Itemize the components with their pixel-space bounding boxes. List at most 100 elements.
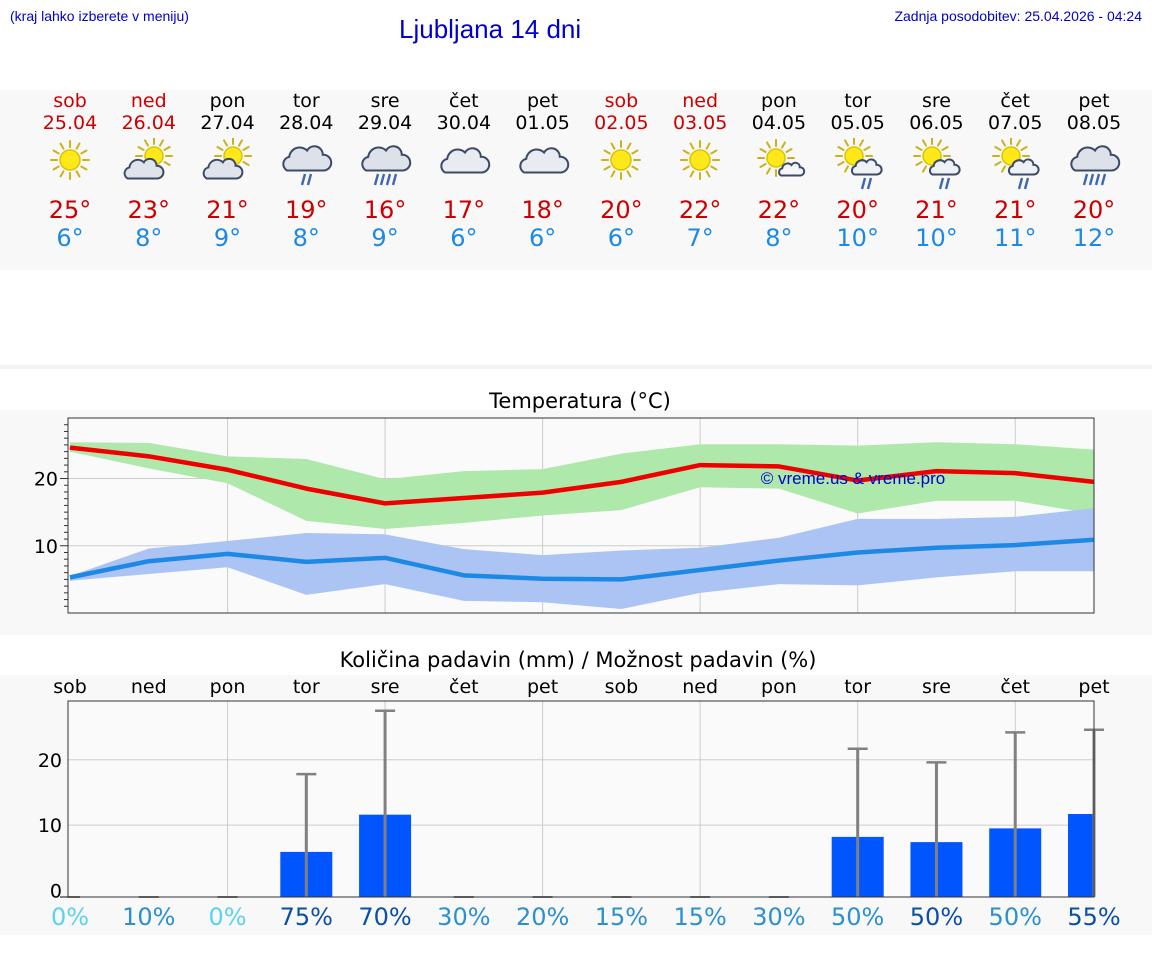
- day-date: 25.04: [42, 112, 98, 134]
- precipitation-chart-title: Količina padavin (mm) / Možnost padavin …: [340, 648, 817, 672]
- max-temperature: 22°: [678, 196, 722, 224]
- sun-small-cloud-icon: [756, 139, 806, 177]
- precipitation-probability: 50%: [909, 903, 964, 931]
- min-temperature-range: [70, 508, 1094, 609]
- precipitation-probability: 50%: [831, 903, 885, 931]
- day-date: 07.05: [988, 112, 1043, 134]
- day-name: pet: [1078, 90, 1110, 112]
- min-temperature: 6°: [56, 224, 84, 252]
- max-temperature: 22°: [757, 196, 801, 224]
- day-name: tor: [292, 90, 320, 112]
- x-category-label: pet: [1078, 676, 1109, 698]
- day-date: 26.04: [121, 112, 176, 134]
- min-temperature: 6°: [607, 224, 636, 252]
- day-forecast: pet 08.05 20° 12°: [1054, 90, 1134, 252]
- precipitation-probability: 50%: [988, 903, 1042, 931]
- cloud-icon: [440, 147, 491, 174]
- x-category-label: pon: [761, 676, 797, 698]
- day-date: 08.05: [1066, 112, 1122, 134]
- sun-cloud-rain-icon: [834, 138, 883, 190]
- precipitation-probability: 20%: [515, 903, 570, 931]
- max-temperature: 20°: [1072, 196, 1116, 224]
- day-name: čet: [1000, 90, 1031, 112]
- day-name: sob: [604, 90, 639, 112]
- precipitation-probability: 0%: [208, 903, 247, 931]
- day-forecast: sob 25.04 25° 6°: [30, 90, 110, 252]
- min-temperature: 8°: [135, 224, 163, 252]
- max-temperature: 21°: [206, 196, 249, 224]
- sun-icon: [680, 140, 721, 180]
- max-temperature: 16°: [363, 196, 407, 224]
- day-name: sre: [370, 90, 400, 112]
- x-category-label: pet: [527, 676, 558, 698]
- precipitation-probability: 10%: [122, 903, 176, 931]
- day-date: 28.04: [279, 112, 334, 134]
- day-forecast: ned 26.04 23° 8°: [109, 90, 189, 252]
- max-temperature: 20°: [600, 196, 643, 224]
- last-updated: Zadnja posodobitev: 25.04.2026 - 04:24: [894, 8, 1142, 24]
- day-date: 27.04: [200, 112, 255, 134]
- min-temperature: 9°: [371, 224, 399, 252]
- cloud-icon: [518, 147, 569, 174]
- day-name: čet: [449, 90, 479, 112]
- day-name: ned: [682, 90, 719, 112]
- precipitation-bar: [1068, 814, 1094, 897]
- y-tick-label: 0: [50, 880, 62, 902]
- x-category-label: ned: [682, 676, 718, 698]
- temperature-plot-border: [67, 417, 1095, 614]
- min-temperature: 12°: [1072, 224, 1116, 252]
- sun-cloud-icon: [123, 138, 173, 180]
- day-forecast: sre 29.04 16° 9°: [345, 90, 425, 252]
- day-date: 06.05: [909, 112, 964, 134]
- day-date: 30.04: [436, 112, 492, 134]
- min-temperature-line: [69, 537, 1095, 582]
- min-temperature: 9°: [213, 224, 242, 252]
- precipitation-probability: 70%: [358, 903, 412, 931]
- day-date: 04.05: [751, 112, 807, 134]
- cloud-heavy-rain-icon: [1070, 145, 1121, 186]
- precipitation-probability: 75%: [279, 903, 333, 931]
- x-category-label: tor: [293, 676, 320, 698]
- y-tick-label: 20: [34, 469, 58, 491]
- day-name: pon: [209, 90, 246, 112]
- y-tick-label: 10: [38, 815, 62, 837]
- x-category-label: pon: [210, 676, 246, 698]
- max-temperature: 21°: [993, 196, 1037, 224]
- precipitation-plot-border: [67, 700, 1095, 898]
- day-date: 01.05: [515, 112, 570, 134]
- divider: [0, 365, 1152, 369]
- precipitation-probability: 0%: [50, 903, 90, 931]
- max-temperature: 23°: [127, 196, 171, 224]
- forecast-strip-background: [0, 90, 1152, 270]
- x-category-label: sob: [53, 676, 87, 698]
- precipitation-probability: 15%: [673, 903, 727, 931]
- location-hint: (kraj lahko izberete v meniju): [10, 8, 189, 24]
- max-temperature: 25°: [48, 196, 92, 224]
- sun-cloud-rain-icon: [913, 138, 962, 190]
- x-category-label: čet: [449, 676, 479, 698]
- day-name: tor: [844, 90, 872, 112]
- day-name: sob: [53, 90, 87, 112]
- x-category-label: ned: [131, 676, 167, 698]
- day-forecast: čet 30.04 17° 6°: [424, 90, 504, 252]
- max-temperature: 19°: [285, 196, 328, 224]
- min-temperature: 6°: [528, 224, 557, 252]
- day-date: 02.05: [594, 112, 649, 134]
- day-name: pon: [761, 90, 797, 112]
- precipitation-probability: 30%: [752, 903, 806, 931]
- min-temperature: 11°: [993, 224, 1037, 252]
- day-forecast: pon 27.04 21° 9°: [188, 90, 268, 252]
- cloud-rain-icon: [282, 145, 333, 186]
- day-forecast: čet 07.05 21° 11°: [975, 90, 1055, 252]
- x-category-label: sre: [922, 676, 951, 698]
- day-forecast: pet 01.05 18° 6°: [503, 90, 583, 252]
- y-tick-label: 10: [34, 536, 58, 558]
- x-category-label: tor: [844, 676, 871, 698]
- day-forecast: sob 02.05 20° 6°: [581, 90, 661, 252]
- day-forecast: ned 03.05 22° 7°: [660, 90, 740, 252]
- day-date: 05.05: [830, 112, 885, 134]
- cloud-heavy-rain-icon: [361, 145, 412, 186]
- day-forecast: tor 05.05 20° 10°: [818, 90, 898, 252]
- min-temperature: 10°: [915, 224, 958, 252]
